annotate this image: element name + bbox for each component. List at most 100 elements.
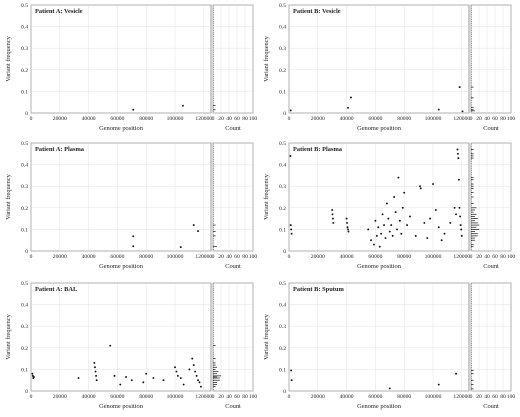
count-tick-label: 20 [218, 254, 224, 260]
x-axis-label: Genome position [357, 263, 402, 270]
count-tick-label: 60 [492, 116, 498, 122]
data-point [162, 379, 165, 382]
data-point [390, 224, 393, 227]
data-point [176, 374, 179, 377]
data-point [290, 228, 293, 231]
x-axis-label: Genome position [99, 263, 144, 270]
x-tick-label: 80000 [139, 394, 153, 400]
x-tick-label: 100000 [167, 254, 184, 260]
x-tick-label: 120000 [195, 394, 212, 400]
plot-area [30, 4, 212, 114]
data-point [456, 148, 459, 151]
count-tick-label: 0 [470, 254, 473, 260]
y-tick-label: 0.3 [21, 46, 28, 52]
count-tick-label: 20 [476, 116, 482, 122]
y-tick-label: 0.3 [21, 184, 28, 190]
data-point [374, 219, 377, 222]
y-tick-label: 0 [25, 249, 28, 255]
data-point [437, 108, 440, 111]
y-tick-label: 0 [283, 389, 286, 395]
data-point [449, 221, 452, 224]
count-tick-label: 0 [212, 116, 215, 122]
data-point [437, 383, 440, 386]
data-point [349, 96, 352, 99]
y-tick-label: 0.2 [279, 68, 286, 74]
x-tick-label: 80000 [397, 394, 411, 400]
panel-title: Patient A: Plasma [35, 146, 85, 153]
data-point [377, 226, 380, 229]
x-tick-label: 60000 [368, 254, 382, 260]
data-point [345, 217, 348, 220]
data-point [331, 209, 334, 211]
x-tick-label: 120000 [453, 254, 470, 260]
data-point [460, 228, 463, 231]
y-tick-label: 0.3 [279, 184, 286, 190]
data-point [331, 217, 334, 220]
data-point [375, 234, 378, 237]
data-point [109, 344, 112, 347]
y-tick-label: 0.5 [279, 141, 286, 147]
x-axis-label: Genome position [99, 125, 144, 132]
data-point [332, 221, 335, 224]
plot-area [288, 282, 470, 392]
data-point [370, 239, 373, 242]
data-point [426, 237, 429, 239]
data-point [460, 234, 463, 237]
data-point [192, 364, 195, 367]
count-strip [470, 282, 512, 392]
data-point [383, 224, 385, 227]
count-tick-label: 80 [242, 394, 248, 400]
data-point [195, 374, 198, 377]
data-point [198, 381, 201, 384]
count-tick-label: 60 [234, 254, 240, 260]
data-point [388, 387, 391, 390]
data-point [347, 228, 349, 231]
data-point [331, 213, 334, 216]
y-tick-label: 0.4 [279, 303, 286, 309]
x-tick-label: 40000 [340, 394, 354, 400]
data-point [457, 178, 460, 181]
y-tick-label: 0.5 [279, 281, 286, 287]
x-tick-label: 100000 [425, 394, 442, 400]
count-tick-label: 40 [226, 116, 232, 122]
x-tick-label: 80000 [397, 254, 411, 260]
count-tick-label: 20 [218, 116, 224, 122]
x-tick-label: 20000 [311, 254, 325, 260]
data-point [175, 370, 178, 373]
y-tick-label: 0.2 [21, 68, 28, 74]
count-tick-label: 0 [212, 394, 215, 400]
x-tick-label: 20000 [311, 394, 325, 400]
data-point [119, 383, 122, 386]
plot-area [288, 142, 470, 252]
count-tick-label: 80 [500, 254, 506, 260]
data-point [145, 372, 148, 375]
count-axis-label: Count [225, 125, 241, 132]
x-tick-label: 60000 [110, 254, 124, 260]
data-point [403, 191, 406, 194]
data-point [290, 379, 293, 382]
count-strip [470, 142, 512, 252]
data-point [434, 209, 437, 211]
count-tick-label: 40 [484, 116, 490, 122]
y-tick-label: 0.3 [279, 46, 286, 52]
count-axis-label: Count [225, 263, 241, 270]
x-axis-label: Genome position [357, 125, 402, 132]
y-axis-label: Variant frequency [263, 173, 270, 219]
data-point [188, 368, 191, 371]
data-point [400, 232, 403, 235]
x-tick-label: 40000 [82, 254, 96, 260]
x-tick-label: 80000 [139, 116, 153, 122]
count-tick-label: 0 [470, 116, 473, 122]
x-tick-label: 40000 [340, 116, 354, 122]
data-point [289, 155, 292, 157]
data-point [367, 228, 370, 231]
panel-patient-a-plasma: 0 0.1 0.2 0.3 0.4 0.5 0 20000 40000 60000 80000 100… [5, 141, 257, 270]
data-point [174, 366, 176, 369]
x-tick-label: 0 [30, 254, 33, 260]
count-tick-label: 100 [249, 116, 258, 122]
count-tick-label: 60 [234, 116, 240, 122]
x-tick-label: 80000 [397, 116, 411, 122]
x-tick-label: 60000 [110, 394, 124, 400]
y-tick-label: 0.3 [21, 324, 28, 330]
data-point [393, 196, 396, 198]
